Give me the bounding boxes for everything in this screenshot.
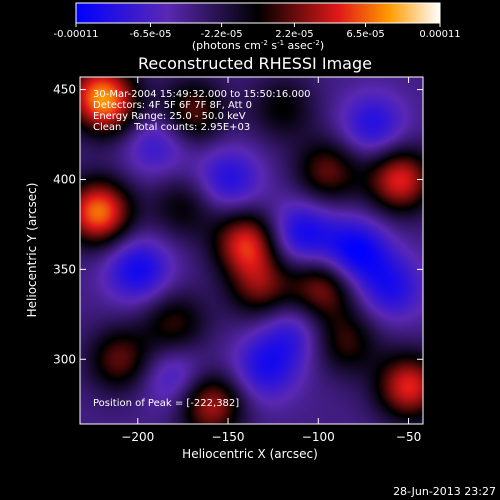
colorbar-units: (photons cm-2 s-1 asec-2) bbox=[192, 39, 324, 52]
heatmap-image bbox=[80, 77, 423, 424]
colorbar-tick-label: 0.00011 bbox=[419, 29, 460, 40]
y-axis-label: Heliocentric Y (arcsec) bbox=[25, 183, 39, 318]
chart-title: Reconstructed RHESSI Image bbox=[138, 54, 372, 73]
x-tick-label: −150 bbox=[212, 430, 245, 444]
annotation-energy-range: Energy Range: 25.0 - 50.0 keV bbox=[93, 111, 246, 122]
x-axis: −200 −150 −100 −50 bbox=[121, 77, 421, 444]
footer-timestamp: 28-Jun-2013 23:27 bbox=[393, 485, 496, 498]
x-tick-label: −50 bbox=[396, 430, 421, 444]
y-tick-label: 450 bbox=[53, 83, 76, 97]
colorbar-tick-label: -2.2e-05 bbox=[201, 29, 243, 40]
annotation-method: Clean Total counts: 2.95E+03 bbox=[93, 122, 250, 133]
colorbar-tick-label: 6.5e-05 bbox=[346, 29, 384, 40]
colorbar-tick-label: -0.00011 bbox=[54, 29, 99, 40]
x-axis-label: Heliocentric X (arcsec) bbox=[182, 447, 318, 461]
y-tick-label: 300 bbox=[53, 352, 76, 366]
colorbar-gradient bbox=[75, 2, 441, 24]
colorbar-tick-label: -6.5e-05 bbox=[129, 29, 171, 40]
colorbar: -0.00011 -6.5e-05 -2.2e-05 2.2e-05 6.5e-05 0.… bbox=[54, 2, 461, 52]
annotations: 30-Mar-2004 15:49:32.000 to 15:50:16.000… bbox=[93, 89, 311, 409]
y-tick-label: 400 bbox=[53, 172, 76, 186]
y-tick-label: 350 bbox=[53, 262, 76, 276]
annotation-time-range: 30-Mar-2004 15:49:32.000 to 15:50:16.000 bbox=[93, 89, 311, 100]
x-tick-label: −200 bbox=[121, 430, 154, 444]
y-axis: 300 350 400 450 bbox=[53, 83, 423, 366]
colorbar-tick-label: 2.2e-05 bbox=[275, 29, 313, 40]
plot-frame bbox=[79, 76, 424, 425]
annotation-detectors: Detectors: 4F 5F 6F 7F 8F, Att 0 bbox=[93, 100, 252, 111]
annotation-peak: Position of Peak = [-222,382] bbox=[93, 398, 239, 409]
x-tick-label: −100 bbox=[302, 430, 335, 444]
